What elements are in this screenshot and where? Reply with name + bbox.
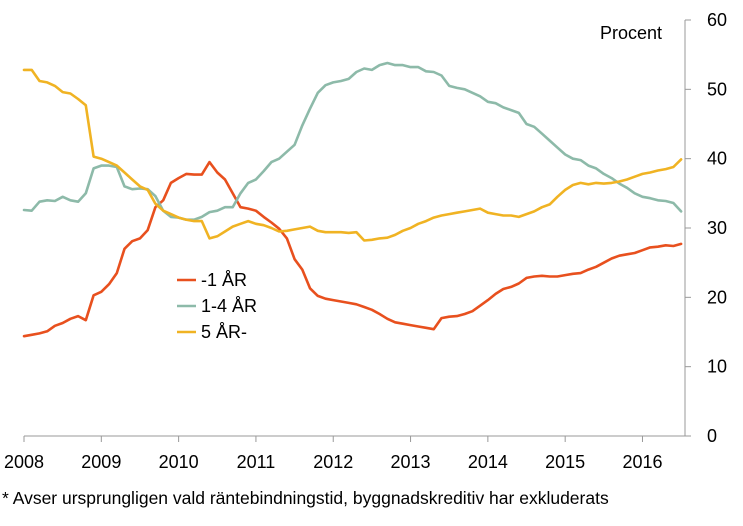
y-tick-label: 60 — [707, 10, 727, 30]
legend-label: 5 ÅR- — [201, 322, 247, 342]
series-line-1 — [22, 160, 683, 338]
y-tick-label: 20 — [707, 287, 727, 307]
x-tick-label: 2013 — [391, 452, 431, 472]
x-tick-label: 2016 — [622, 452, 662, 472]
legend-label: 1-4 ÅR — [201, 296, 257, 316]
footnote: * Avser ursprungligen vald räntebindning… — [2, 488, 609, 508]
legend: -1 ÅR 1-4 ÅR 5 ÅR- — [177, 270, 257, 342]
y-tick-label: 30 — [707, 218, 727, 238]
x-tick-label: 2015 — [545, 452, 585, 472]
x-tick-label: 2009 — [81, 452, 121, 472]
series-line-3 — [22, 68, 683, 242]
y-axis: 0 10 20 30 40 50 60 — [684, 10, 727, 446]
y-axis-unit-label: Procent — [600, 23, 662, 43]
x-axis: 2008 2009 2010 2011 2012 2013 2014 2015 2016 — [4, 435, 685, 472]
x-tick-label: 2014 — [468, 452, 508, 472]
y-tick-label: 0 — [707, 426, 717, 446]
plot-area — [22, 61, 683, 338]
legend-label: -1 ÅR — [201, 270, 247, 290]
x-tick-label: 2012 — [313, 452, 353, 472]
x-tick-label: 2008 — [4, 452, 44, 472]
series-line-2 — [22, 61, 683, 221]
y-tick-label: 50 — [707, 79, 727, 99]
x-tick-label: 2010 — [159, 452, 199, 472]
y-tick-label: 10 — [707, 357, 727, 377]
y-tick-label: 40 — [707, 149, 727, 169]
x-tick-label: 2011 — [237, 452, 276, 472]
